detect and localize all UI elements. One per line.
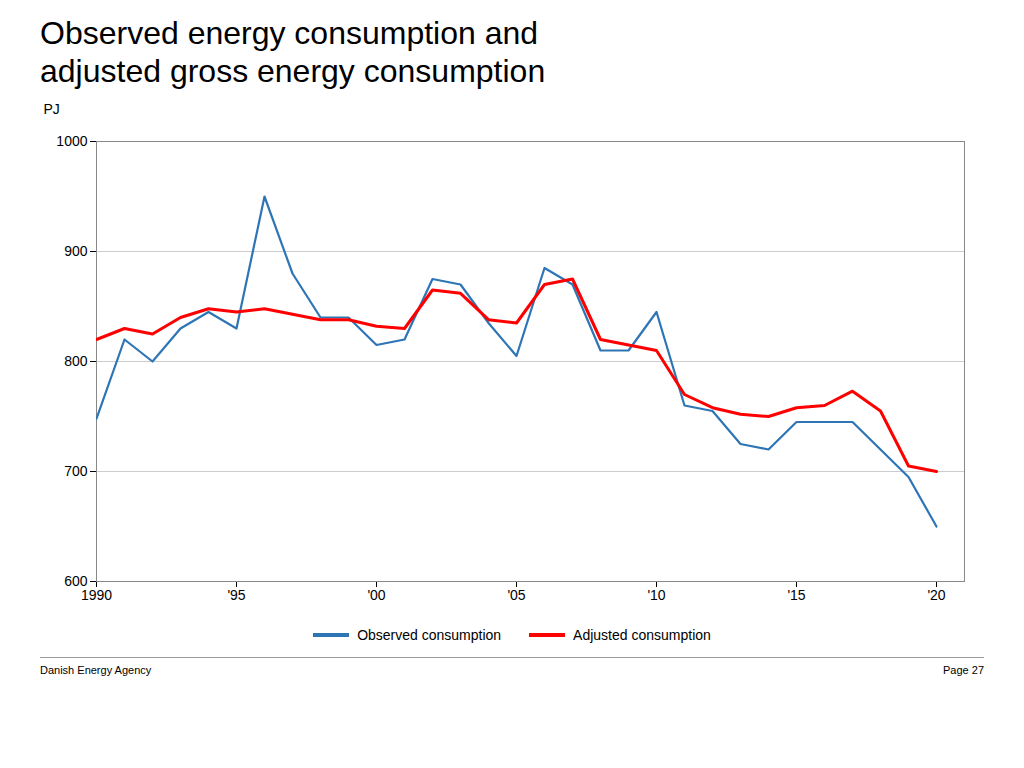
html-text:Page 27: Page 27 <box>943 663 984 676</box>
html-text:Observed consumption: Observed consumption <box>357 626 502 643</box>
svg-text:'20: '20 <box>927 587 945 603</box>
html-text:Observed energy consumption an: Observed energy consumption and adjusted… <box>40 15 546 90</box>
html-text:Adjusted consumption: Adjusted consumption <box>573 626 711 643</box>
svg-text:PJ: PJ <box>44 101 60 117</box>
svg-text:800: 800 <box>64 353 88 369</box>
svg-text:1000: 1000 <box>56 133 87 149</box>
svg-text:'95: '95 <box>227 587 245 603</box>
svg-text:'00: '00 <box>367 587 385 603</box>
svg-text:'10: '10 <box>647 587 665 603</box>
html-text:Danish Energy Agency: Danish Energy Agency <box>40 663 152 676</box>
svg-text:1990: 1990 <box>81 587 112 603</box>
svg-text:600: 600 <box>64 572 88 589</box>
svg-text:900: 900 <box>64 243 88 259</box>
svg-text:'05: '05 <box>507 587 525 603</box>
svg-text:700: 700 <box>64 463 88 479</box>
svg-text:'15: '15 <box>787 587 805 603</box>
